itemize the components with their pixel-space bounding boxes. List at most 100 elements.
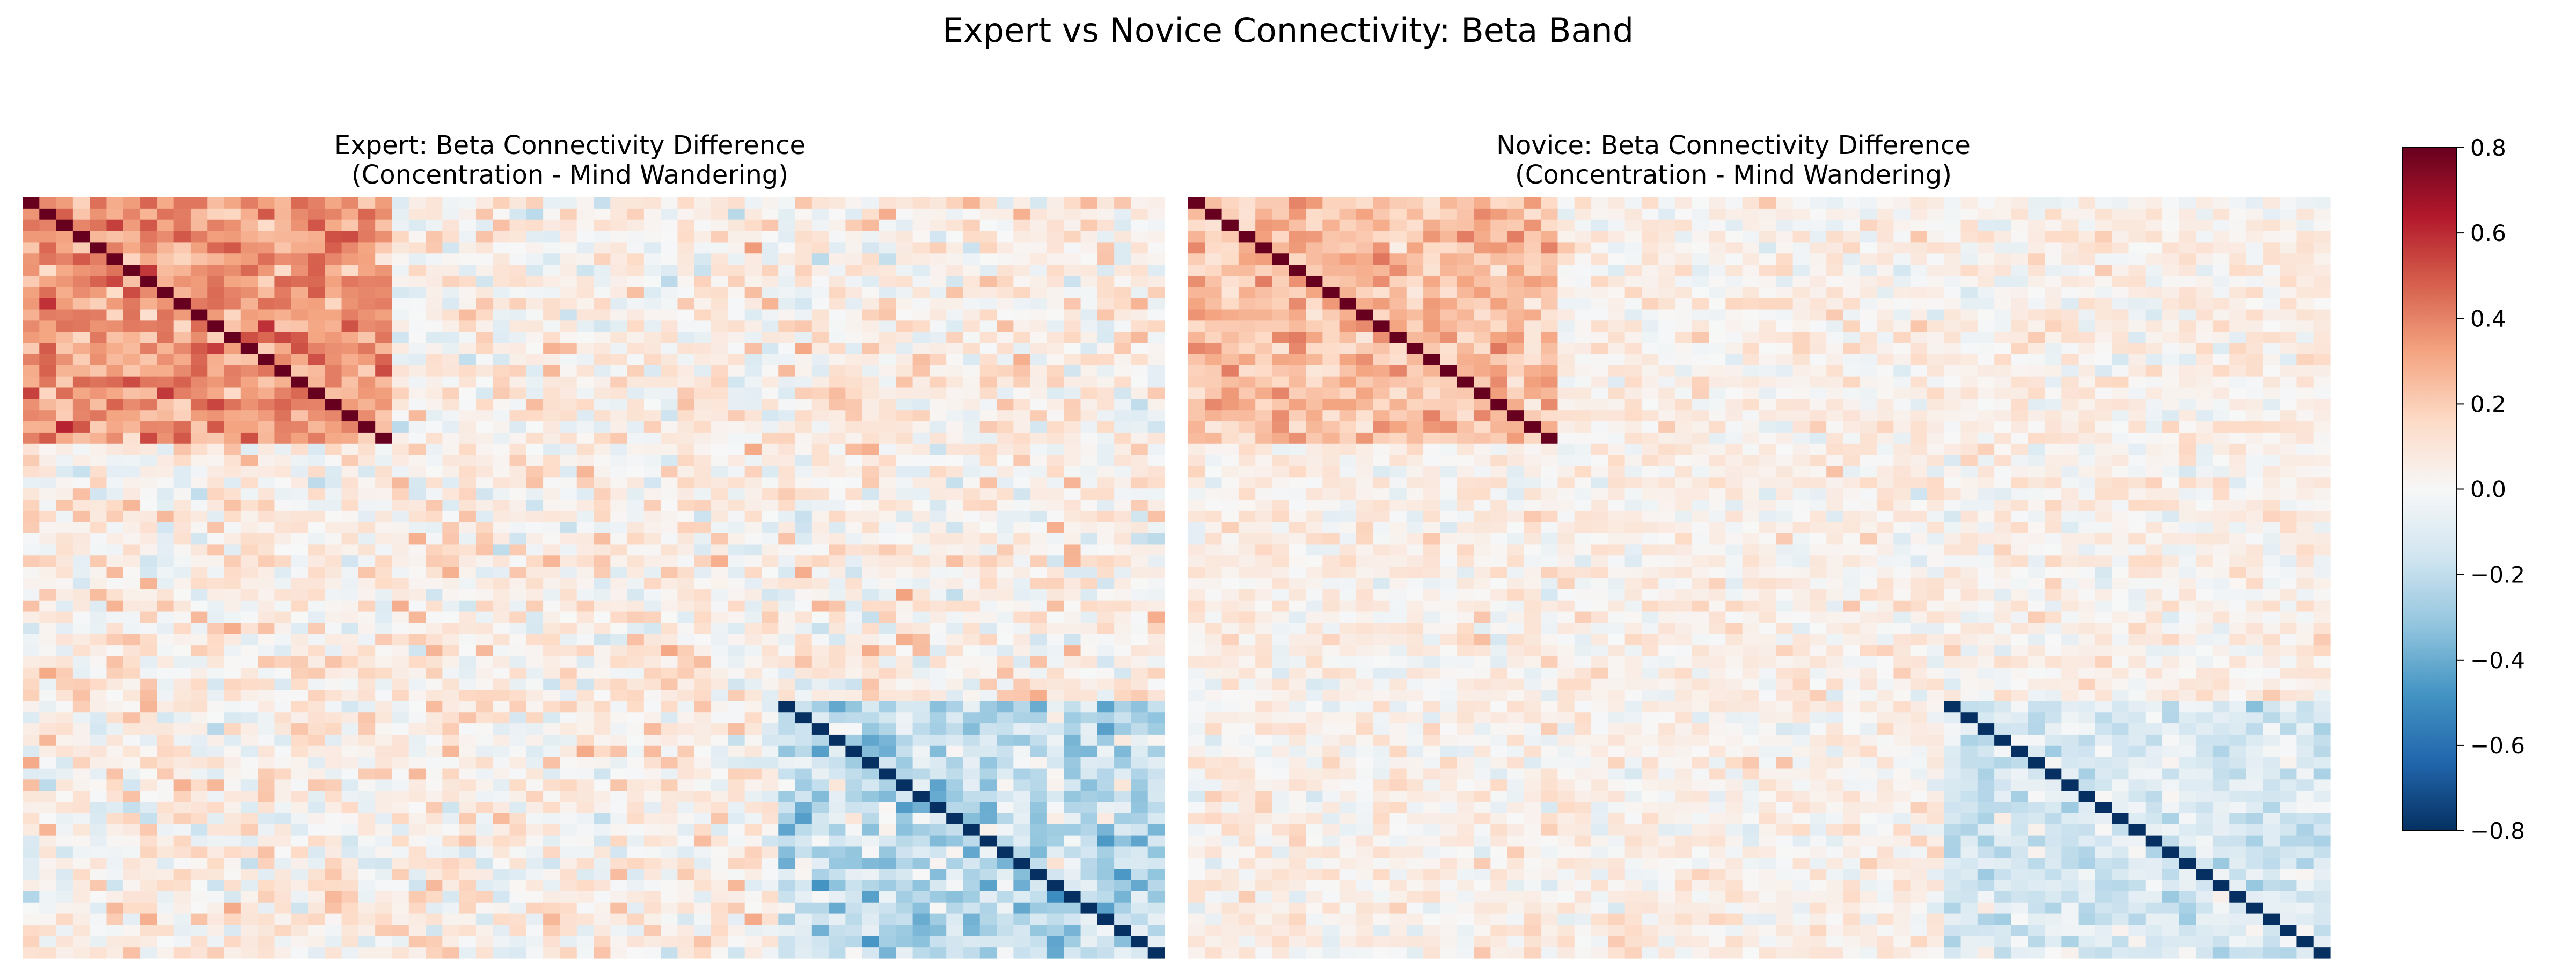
heatmap-cell [862, 656, 880, 668]
heatmap-cell [1030, 332, 1048, 343]
heatmap-cell [594, 880, 611, 892]
heatmap-cell [526, 678, 544, 691]
heatmap-cell [1013, 869, 1031, 881]
heatmap-cell [1097, 690, 1115, 701]
heatmap-cell [627, 510, 645, 523]
heatmap-cell [509, 500, 527, 511]
heatmap-cell [594, 791, 611, 802]
heatmap-cell [829, 376, 846, 389]
heatmap-cell [711, 343, 728, 355]
heatmap-cell [341, 197, 359, 209]
heatmap-cell [493, 253, 510, 265]
heatmap-cell [475, 555, 493, 567]
heatmap-cell [677, 555, 695, 567]
heatmap-cell [224, 802, 241, 814]
heatmap-cell [526, 757, 544, 769]
heatmap-cell [258, 432, 275, 444]
heatmap-cell [258, 443, 275, 456]
heatmap-cell [23, 634, 40, 646]
heatmap-cell [442, 645, 460, 657]
heatmap-cell [392, 455, 409, 467]
heatmap-cell [90, 343, 107, 355]
heatmap-cell [358, 298, 376, 310]
heatmap-cell [1080, 410, 1098, 422]
heatmap-cell [997, 589, 1014, 601]
heatmap-cell [341, 846, 359, 858]
heatmap-cell [879, 555, 896, 567]
heatmap-cell [426, 925, 443, 936]
heatmap-cell [711, 287, 728, 299]
heatmap-cell [274, 332, 292, 343]
heatmap-cell [2280, 231, 2297, 243]
heatmap-cell [493, 712, 510, 724]
heatmap-cell [929, 376, 947, 389]
heatmap-cell [560, 578, 577, 590]
heatmap-cell [946, 544, 964, 556]
heatmap-cell [1608, 197, 1626, 209]
heatmap-cell [594, 891, 611, 903]
heatmap-cell [862, 500, 880, 511]
heatmap-cell [493, 298, 510, 310]
heatmap-cell [829, 265, 846, 276]
heatmap-cell [475, 208, 493, 221]
heatmap-cell [157, 757, 174, 769]
heatmap-cell [1131, 365, 1148, 377]
heatmap-cell [795, 678, 813, 691]
heatmap-cell [1013, 343, 1031, 355]
heatmap-cell [677, 779, 695, 791]
heatmap-cell [997, 634, 1014, 646]
heatmap-cell [106, 678, 124, 691]
heatmap-cell [1030, 667, 1048, 679]
heatmap-cell [475, 309, 493, 321]
heatmap-cell [1114, 320, 1132, 332]
heatmap-cell [1608, 253, 1626, 265]
heatmap-cell [829, 298, 846, 310]
heatmap-cell [224, 936, 241, 948]
heatmap-cell [526, 365, 544, 377]
heatmap-cell [224, 500, 241, 511]
heatmap-cell [728, 500, 745, 511]
heatmap-cell [325, 376, 342, 389]
heatmap-cell [761, 197, 779, 209]
heatmap-cell [123, 645, 141, 657]
heatmap-cell [997, 488, 1014, 500]
heatmap-cell [912, 589, 930, 601]
heatmap-cell [711, 947, 728, 959]
heatmap-cell [627, 466, 645, 478]
heatmap-cell [308, 891, 325, 903]
heatmap-cell [896, 320, 913, 332]
heatmap-cell [560, 656, 577, 668]
heatmap-cell [1114, 902, 1132, 914]
heatmap-cell [157, 701, 174, 713]
heatmap-cell [997, 947, 1014, 959]
heatmap-cell [744, 634, 762, 646]
heatmap-cell [963, 690, 980, 701]
heatmap-cell [1131, 231, 1148, 243]
heatmap-cell [1205, 231, 1223, 243]
heatmap-cell [560, 488, 577, 500]
heatmap-cell [426, 813, 443, 825]
heatmap-cell [325, 656, 342, 668]
heatmap-cell [1238, 231, 1256, 243]
heatmap-cell [72, 690, 90, 701]
heatmap-cell [426, 745, 443, 758]
heatmap-cell [811, 858, 829, 869]
heatmap-cell [1389, 242, 1407, 254]
heatmap-cell [341, 410, 359, 422]
heatmap-cell [661, 231, 678, 243]
heatmap-cell [190, 365, 208, 377]
heatmap-cell [811, 589, 829, 601]
heatmap-cell [594, 802, 611, 814]
heatmap-cell [358, 510, 376, 523]
heatmap-cell [426, 443, 443, 456]
heatmap-cell [963, 197, 980, 209]
heatmap-cell [594, 443, 611, 456]
heatmap-cell [1114, 723, 1132, 735]
heatmap-cell [1080, 745, 1098, 758]
heatmap-cell [325, 231, 342, 243]
heatmap-cell [1147, 891, 1165, 903]
heatmap-cell [744, 332, 762, 343]
heatmap-cell [610, 265, 628, 276]
heatmap-cell [761, 723, 779, 735]
heatmap-cell [643, 947, 661, 959]
